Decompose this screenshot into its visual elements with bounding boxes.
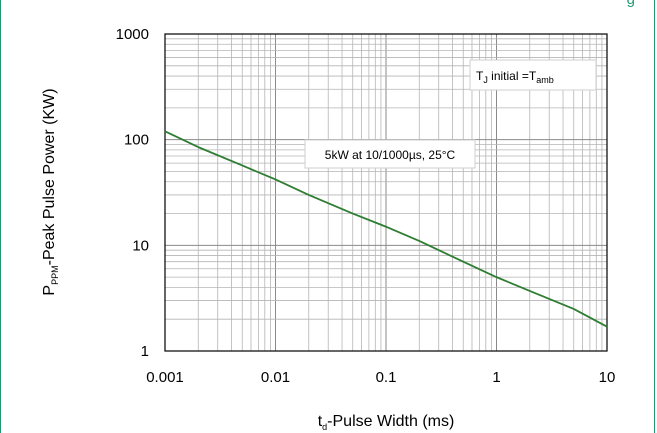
x-tick-label: 1 [492, 369, 500, 386]
y-tick-label: 1 [141, 343, 149, 360]
series-line [164, 130, 608, 328]
x-axis-title: td-Pulse Width (ms) [318, 413, 455, 432]
y-tick-label: 1000 [116, 26, 149, 43]
y-axis-title: PPPM-Peak Pulse Power (KW) [41, 88, 60, 295]
condition-note: TJ initial =Tamb [476, 69, 554, 85]
tick-labels: 0.001 0.01 0.1 1 10 1 10 100 1000 [116, 26, 616, 386]
x-tick-label: 0.001 [146, 369, 184, 386]
plot-area-border [164, 33, 608, 352]
condition-note-box [469, 59, 597, 91]
annotation-box [304, 139, 476, 169]
x-tick-label: 10 [599, 369, 616, 386]
header-fragment: g [627, 0, 635, 8]
annotation-text: 5kW at 10/1000µs, 25°C [325, 148, 456, 162]
x-tick-label: 0.1 [376, 369, 397, 386]
x-tick-label: 0.01 [261, 369, 290, 386]
series-layer [164, 130, 608, 328]
y-tick-label: 10 [132, 237, 149, 254]
y-tick-label: 100 [124, 132, 149, 149]
